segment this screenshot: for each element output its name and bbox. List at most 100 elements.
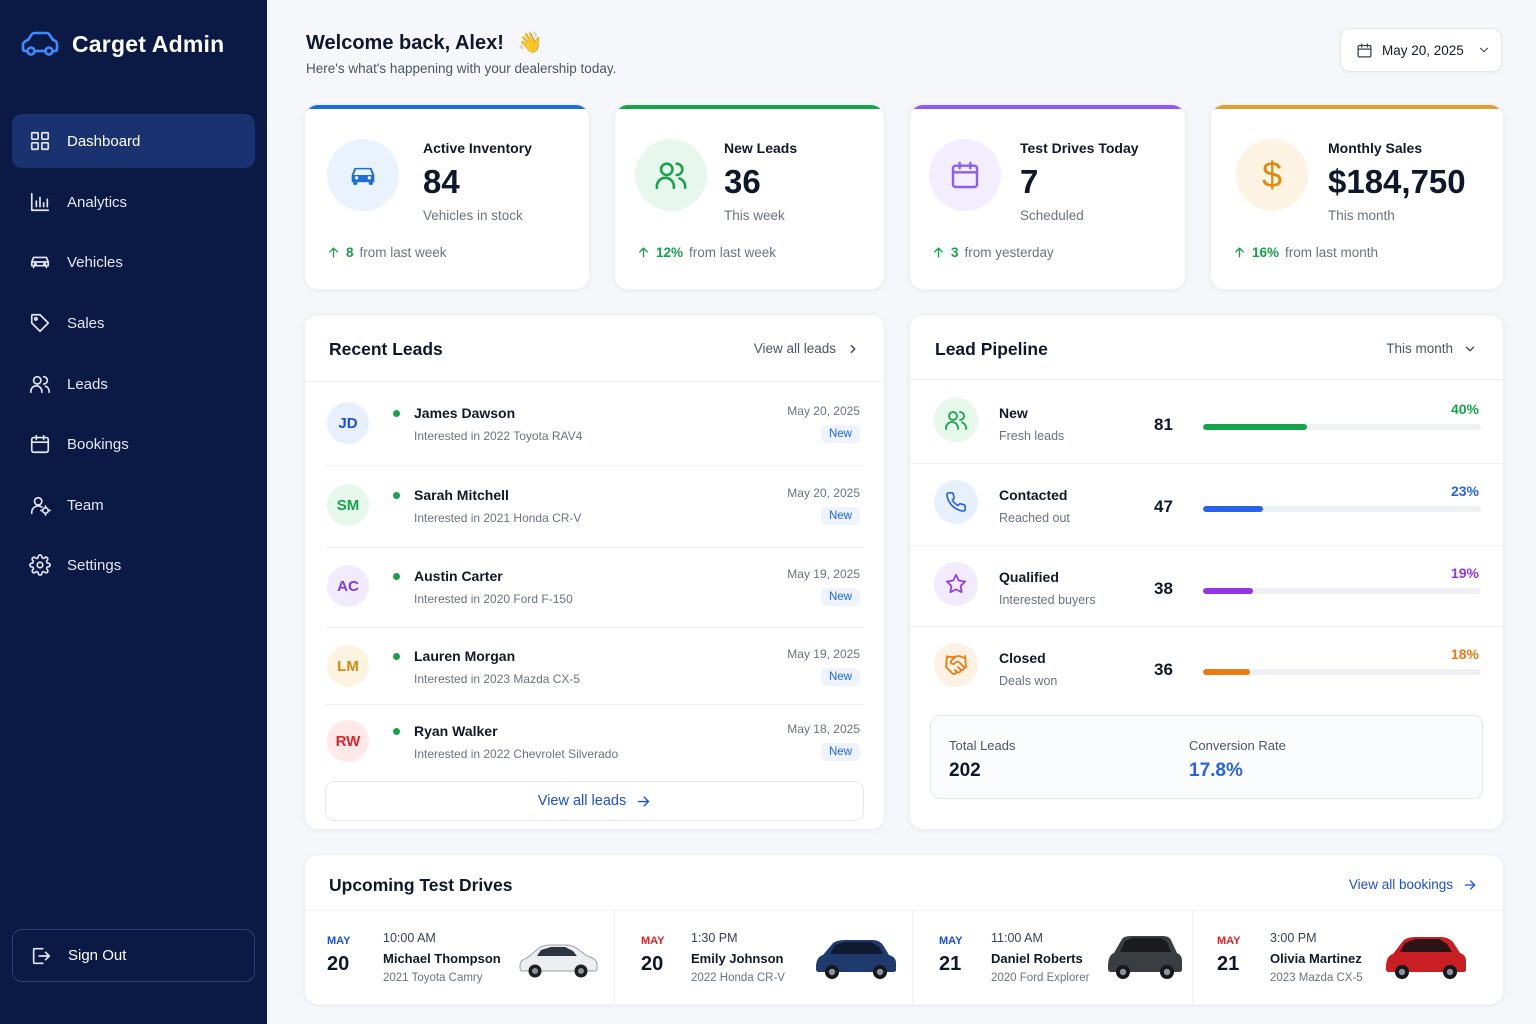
stat-label: Monthly Sales: [1328, 140, 1423, 156]
lead-date: May 20, 2025: [787, 486, 860, 500]
sidebar-item-vehicles[interactable]: Vehicles: [12, 235, 255, 289]
pipeline-totals: Total Leads 202 Conversion Rate 17.8%: [930, 715, 1483, 799]
conversion-rate-value: 17.8%: [1189, 760, 1243, 781]
pipeline-bar-track: [1203, 588, 1481, 594]
test-drive-item[interactable]: MAY 21 11:00 AM Daniel Roberts 2020 Ford…: [913, 911, 1192, 1006]
pipeline-row-contacted[interactable]: Contacted Reached out 47 23%: [910, 463, 1503, 545]
test-drive-time: 1:30 PM: [691, 931, 738, 945]
sidebar-item-settings[interactable]: Settings: [12, 538, 255, 592]
pipeline-row-qualified[interactable]: Qualified Interested buyers 38 19%: [910, 545, 1503, 627]
stat-card-new-leads[interactable]: New Leads 36 This week 12% from last wee…: [614, 104, 885, 290]
pipeline-filter-dropdown[interactable]: This month: [1386, 341, 1477, 356]
status-dot: [393, 728, 400, 735]
stat-card-monthly-sales[interactable]: $ Monthly Sales $184,750 This month 16% …: [1210, 104, 1504, 290]
status-badge: New: [820, 588, 860, 606]
view-all-leads-button[interactable]: View all leads: [325, 781, 864, 821]
card-accent: [615, 105, 884, 109]
sidebar-item-label: Leads: [67, 375, 108, 393]
sidebar-item-dashboard[interactable]: Dashboard: [12, 114, 255, 168]
star-icon: [934, 562, 978, 606]
test-drive-day: 20: [327, 953, 350, 975]
team-icon: [30, 496, 51, 516]
pipeline-bar-fill: [1203, 588, 1253, 594]
calendar-icon: [30, 434, 50, 454]
test-drive-time: 10:00 AM: [383, 931, 436, 945]
stat-sub: Vehicles in stock: [423, 208, 523, 223]
brand[interactable]: Carget Admin: [20, 30, 224, 58]
lead-row[interactable]: AC Austin Carter Interested in 2020 Ford…: [305, 548, 884, 628]
pipeline-stage-name: New: [999, 405, 1028, 421]
pipeline-stage-name: Contacted: [999, 487, 1068, 503]
users-icon: [30, 375, 50, 394]
users-icon: [635, 139, 707, 211]
lead-row[interactable]: RW Ryan Walker Interested in 2022 Chevro…: [305, 703, 884, 783]
sidebar-item-label: Dashboard: [67, 132, 141, 150]
pipeline-bar-fill: [1203, 669, 1250, 675]
car-image: [816, 940, 896, 979]
test-drive-item[interactable]: MAY 20 1:30 PM Emily Johnson 2022 Honda …: [615, 911, 912, 1006]
sidebar-item-bookings[interactable]: Bookings: [12, 417, 255, 471]
pipeline-percent: 19%: [1450, 565, 1479, 581]
divider: [325, 547, 864, 548]
lead-row[interactable]: JD James Dawson Interested in 2022 Toyot…: [305, 385, 884, 465]
sidebar-item-analytics[interactable]: Analytics: [12, 175, 255, 229]
sidebar-item-sales[interactable]: Sales: [12, 296, 255, 350]
test-drive-item[interactable]: MAY 21 3:00 PM Olivia Martinez 2023 Mazd…: [1193, 911, 1505, 1006]
pipeline-row-closed[interactable]: Closed Deals won 36 18%: [910, 626, 1503, 708]
test-drive-customer: Emily Johnson: [691, 951, 784, 966]
car-icon: [327, 139, 399, 211]
lead-row[interactable]: LM Lauren Morgan Interested in 2023 Mazd…: [305, 628, 884, 708]
pipeline-percent: 40%: [1450, 401, 1479, 417]
column-divider: [912, 911, 913, 1006]
welcome-subtitle: Here's what's happening with your dealer…: [306, 61, 617, 76]
pipeline-percent: 18%: [1450, 646, 1479, 662]
lead-name: Lauren Morgan: [414, 648, 516, 664]
pipeline-row-new[interactable]: New Fresh leads 81 40%: [910, 381, 1503, 463]
car-outline-icon: [21, 31, 59, 56]
test-drive-vehicle: 2022 Honda CR-V: [691, 972, 785, 984]
total-leads-label: Total Leads: [949, 738, 1016, 753]
sign-out-button[interactable]: Sign Out: [12, 929, 255, 982]
sidebar-item-leads[interactable]: Leads: [12, 357, 255, 411]
stat-card-inventory[interactable]: Active Inventory 84 Vehicles in stock 8 …: [304, 104, 590, 290]
bar-chart-icon: [30, 192, 50, 212]
test-drive-vehicle: 2023 Mazda CX-5: [1270, 972, 1363, 984]
date-picker[interactable]: May 20, 2025: [1340, 28, 1502, 72]
pipeline-stage-sub: Deals won: [999, 674, 1058, 688]
sidebar-item-team[interactable]: Team: [12, 478, 255, 532]
arrow-right-icon: [1464, 879, 1476, 890]
stat-label: Test Drives Today: [1020, 140, 1139, 156]
pipeline-stage-sub: Interested buyers: [999, 593, 1096, 607]
lead-interest: Interested in 2023 Mazda CX-5: [414, 672, 581, 686]
stat-sub: This month: [1328, 208, 1395, 223]
sign-out-icon: [32, 947, 51, 964]
stat-label: Active Inventory: [423, 140, 532, 156]
avatar: SM: [327, 484, 369, 526]
status-badge: New: [820, 668, 860, 686]
test-drive-customer: Daniel Roberts: [991, 951, 1083, 966]
view-all-leads-link[interactable]: View all leads: [754, 341, 860, 356]
test-drives-title: Upcoming Test Drives: [329, 875, 513, 895]
stat-card-test-drives[interactable]: Test Drives Today 7 Scheduled 3 from yes…: [909, 104, 1186, 290]
car-image: [1108, 936, 1182, 979]
lead-pipeline-panel: Lead Pipeline This month New Fresh leads…: [909, 314, 1504, 830]
pipeline-count: 47: [1154, 497, 1173, 516]
lead-row[interactable]: SM Sarah Mitchell Interested in 2021 Hon…: [305, 467, 884, 547]
pipeline-stage-name: Qualified: [999, 569, 1059, 585]
stat-label: New Leads: [724, 140, 798, 156]
stat-value: 7: [1020, 163, 1039, 200]
pipeline-bar-track: [1203, 424, 1481, 430]
users-icon: [934, 398, 978, 442]
lead-interest: Interested in 2020 Ford F-150: [414, 592, 573, 606]
lead-interest: Interested in 2022 Toyota RAV4: [414, 429, 583, 443]
status-dot: [393, 653, 400, 660]
divider: [325, 627, 864, 628]
avatar: AC: [327, 565, 369, 607]
tag-icon: [30, 313, 50, 333]
handshake-icon: [934, 643, 978, 687]
view-all-bookings-link[interactable]: View all bookings: [1349, 877, 1477, 892]
test-drive-item[interactable]: MAY 20 10:00 AM Michael Thompson 2021 To…: [305, 911, 614, 1006]
gear-icon: [29, 554, 51, 576]
recent-leads-panel: Recent Leads View all leads JD James Daw…: [304, 314, 885, 830]
pipeline-bar-track: [1203, 506, 1481, 512]
